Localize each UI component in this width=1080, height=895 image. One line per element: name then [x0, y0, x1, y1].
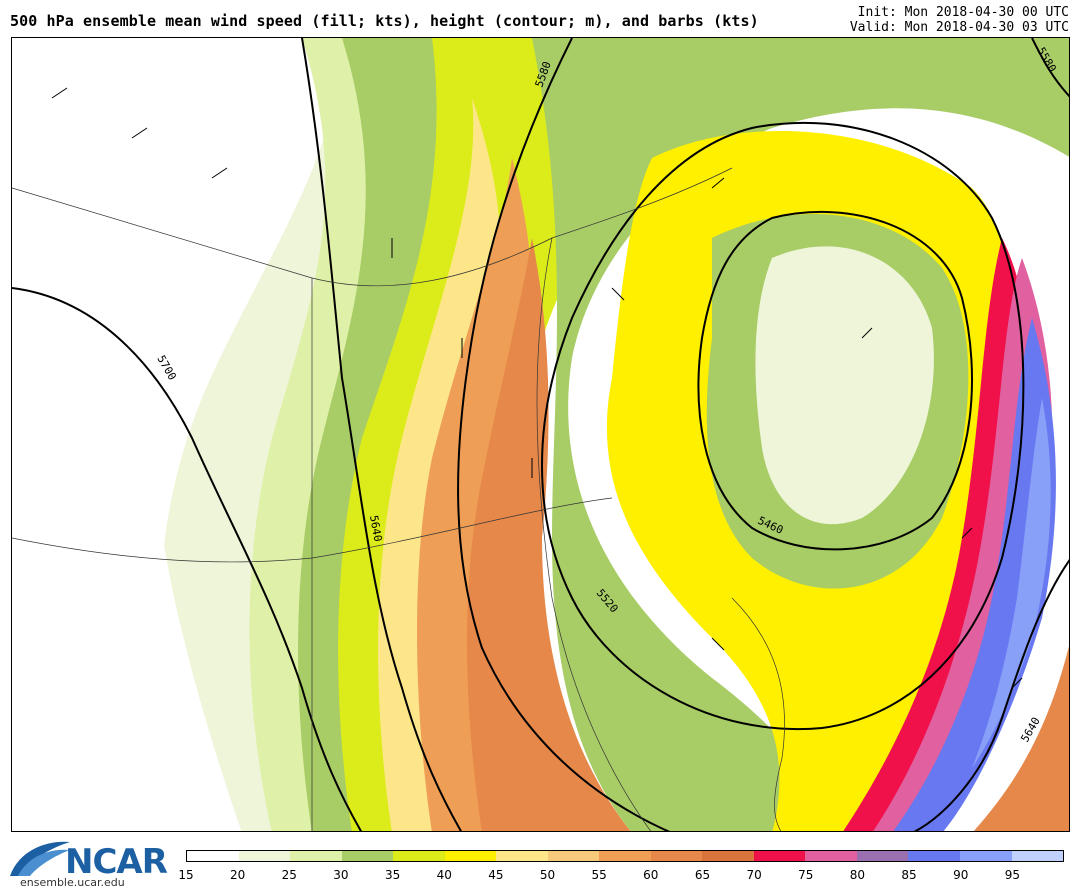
- wind-barb: [1011, 677, 1023, 689]
- fill-band-southeast: [973, 645, 1069, 831]
- colorbar-tick-label: 40: [436, 868, 452, 882]
- colorbar-tick-label: 65: [694, 868, 711, 882]
- colorbar-swatch: [1011, 851, 1064, 861]
- colorbar-tick-label: 80: [849, 868, 866, 882]
- fill-band-low-core: [755, 246, 934, 525]
- colorbar-tick-label: 55: [591, 868, 607, 882]
- wind-barb: [861, 327, 873, 339]
- colorbar-tick-label: 95: [1004, 868, 1020, 882]
- wind-speed-map: 5580 5580 5700 5640 5460 5520 5640: [11, 37, 1070, 832]
- wind-barb: [51, 87, 68, 99]
- map-canvas: 5580 5580 5700 5640 5460 5520 5640: [12, 38, 1069, 831]
- boundary-line: [536, 237, 652, 831]
- colorbar-tick-label: 30: [333, 868, 349, 882]
- colorbar-swatch: [444, 851, 497, 861]
- colorbar-tick-label: 90: [953, 868, 969, 882]
- fill-band-west-light: [12, 38, 242, 831]
- init-time: Init: Mon 2018-04-30 00 UTC: [857, 5, 1069, 20]
- colorbar-tick-label: 85: [901, 868, 917, 882]
- logo-url: ensemble.ucar.edu: [20, 876, 125, 889]
- contour-5580-east: [1031, 38, 1069, 98]
- logo-name: NCAR: [65, 842, 168, 882]
- wind-barb: [711, 177, 725, 189]
- fill-band-jet-75: [873, 258, 1053, 831]
- wind-barb: [611, 287, 625, 301]
- fill-band-60: [467, 238, 631, 831]
- contour-label: 5640: [367, 514, 384, 542]
- colorbar-tick-label: 25: [281, 868, 297, 882]
- boundary-line: [731, 597, 785, 831]
- fill-band-east-green: [532, 38, 1069, 831]
- valid-time: Valid: Mon 2018-04-30 03 UTC: [849, 20, 1069, 35]
- colorbar-swatch: [650, 851, 703, 861]
- colorbar-swatch: [187, 851, 239, 861]
- wind-barb: [131, 127, 148, 139]
- height-contours: [12, 38, 1069, 831]
- colorbar-swatch: [702, 851, 754, 861]
- colorbar-swatch: [805, 851, 857, 861]
- ncar-logo: [10, 838, 160, 890]
- colorbar-tick-label: 60: [643, 868, 659, 882]
- colorbar-tick-label: 50: [539, 868, 556, 882]
- wind-barb: [961, 527, 973, 539]
- contour-5700: [12, 287, 363, 831]
- colorbar-swatch: [238, 851, 291, 861]
- boundary-line: [12, 167, 733, 287]
- colorbar-swatch: [856, 851, 909, 861]
- wind-barb: [711, 637, 725, 651]
- colorbar-swatch: [547, 851, 600, 861]
- colorbar-tick-label: 15: [178, 868, 194, 882]
- colorbar-swatch: [908, 851, 960, 861]
- contour-5640-west: [301, 38, 463, 831]
- contour-5580: [457, 38, 671, 831]
- wind-barb: [211, 167, 228, 179]
- contour-5640-east: [913, 559, 1069, 831]
- boundaries: [12, 167, 785, 831]
- colorbar: [186, 850, 1064, 862]
- wind-barbs: [51, 87, 1023, 689]
- colorbar-swatch: [341, 851, 394, 861]
- fill-band-jet-85: [893, 318, 1056, 831]
- colorbar-swatch: [753, 851, 806, 861]
- colorbar-swatch: [599, 851, 651, 861]
- colorbar-tick-label: 20: [230, 868, 246, 882]
- map-title: 500 hPa ensemble mean wind speed (fill; …: [10, 12, 759, 30]
- ncar-swoosh-icon: [10, 841, 70, 876]
- fill-band-jet-95: [972, 398, 1051, 768]
- colorbar-tick-label: 75: [798, 868, 814, 882]
- colorbar-tick-label: 45: [488, 868, 504, 882]
- colorbar-swatch: [496, 851, 548, 861]
- colorbar-swatch: [290, 851, 342, 861]
- colorbar-swatch: [959, 851, 1012, 861]
- contour-5460: [697, 210, 973, 551]
- colorbar-swatch: [393, 851, 445, 861]
- contour-5520: [541, 121, 1025, 731]
- colorbar-tick-label: 35: [384, 868, 401, 882]
- fill-band-jet-70: [843, 238, 1033, 831]
- colorbar-tick-label: 70: [746, 868, 762, 882]
